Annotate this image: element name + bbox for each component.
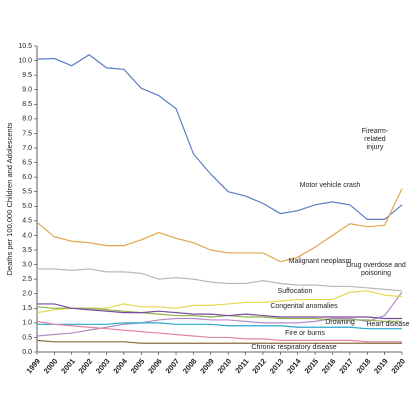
y-tick-label: 6.0 (22, 174, 32, 181)
y-tick-label: 8.5 (22, 101, 32, 108)
x-tick-label: 2010 (216, 357, 234, 376)
x-tick-label: 2002 (77, 357, 95, 376)
y-tick-label: 6.5 (22, 159, 32, 166)
x-tick-label: 2013 (268, 357, 286, 376)
y-tick-label: 5.5 (22, 189, 32, 196)
y-tick-label: 7.5 (22, 130, 32, 137)
y-tick-label: 2.5 (22, 276, 32, 283)
y-tick-label: 0.5 (22, 334, 32, 341)
y-tick-label: 0.0 (22, 349, 32, 356)
x-tick-label: 2000 (42, 357, 60, 376)
y-tick-label: 1.5 (22, 305, 32, 312)
series-label: Firearm-related injury (361, 128, 389, 151)
series-line (36, 188, 403, 263)
series-line (36, 320, 402, 343)
y-tick-label: 10.0 (18, 57, 32, 64)
series-label: Congenital anomalies (270, 303, 338, 310)
y-axis-label: Deaths per 100,000 Children and Adolesce… (5, 122, 14, 275)
x-tick-label: 2017 (337, 357, 355, 376)
series-label: Suffocation (277, 288, 313, 295)
x-tick-label: 2014 (285, 356, 303, 375)
series-label: Motor vehicle crash (299, 182, 361, 189)
x-tick-label: 2015 (303, 357, 321, 376)
x-tick-label: 2009 (198, 357, 216, 376)
x-tick-label: 2005 (129, 357, 147, 376)
series-line (37, 268, 403, 292)
series-line (37, 322, 402, 330)
y-tick-label: 7.0 (22, 145, 32, 152)
y-tick-label: 5.0 (22, 203, 32, 210)
series-line (36, 339, 402, 344)
x-tick-label: 1999 (24, 357, 42, 376)
y-tick-label: 9.5 (22, 72, 32, 79)
x-tick-label: 2020 (389, 357, 407, 376)
y-tick-label: 3.5 (22, 247, 32, 254)
x-tick-label: 2004 (111, 356, 129, 375)
y-tick-label: 3.0 (22, 261, 32, 268)
x-tick-label: 2018 (355, 357, 373, 376)
x-tick-label: 2008 (181, 357, 199, 376)
series-line (36, 306, 402, 322)
y-tick-label: 4.0 (22, 232, 32, 239)
series-line (36, 291, 403, 337)
y-tick-label: 1.0 (22, 320, 32, 327)
series-label: Malignant neoplasm (288, 258, 352, 265)
x-tick-label: 2011 (233, 357, 250, 375)
y-tick-label: 10.5 (18, 43, 32, 50)
series-line (36, 290, 403, 314)
x-tick-label: 2001 (59, 357, 77, 376)
series-label: Chronic respiratory disease (251, 344, 337, 351)
y-tick-label: 8.0 (22, 116, 32, 123)
x-tick-label: 2019 (372, 357, 390, 376)
y-tick-label: 2.0 (22, 291, 32, 298)
series-label: Drowning (325, 319, 355, 326)
series-line (36, 54, 403, 220)
series-label: Fire or burns (285, 330, 325, 337)
series-label: Heart disease (366, 321, 410, 328)
x-tick-label: 2016 (320, 357, 338, 376)
x-tick-label: 2007 (163, 357, 181, 376)
y-tick-label: 9.0 (22, 87, 32, 94)
series-line (37, 303, 402, 320)
x-tick-label: 2006 (146, 357, 164, 376)
y-tick-label: 4.5 (22, 218, 32, 225)
series-label: Drug overdose and poisoning (346, 262, 406, 277)
x-tick-label: 2012 (250, 357, 268, 376)
x-tick-label: 2003 (94, 357, 112, 376)
